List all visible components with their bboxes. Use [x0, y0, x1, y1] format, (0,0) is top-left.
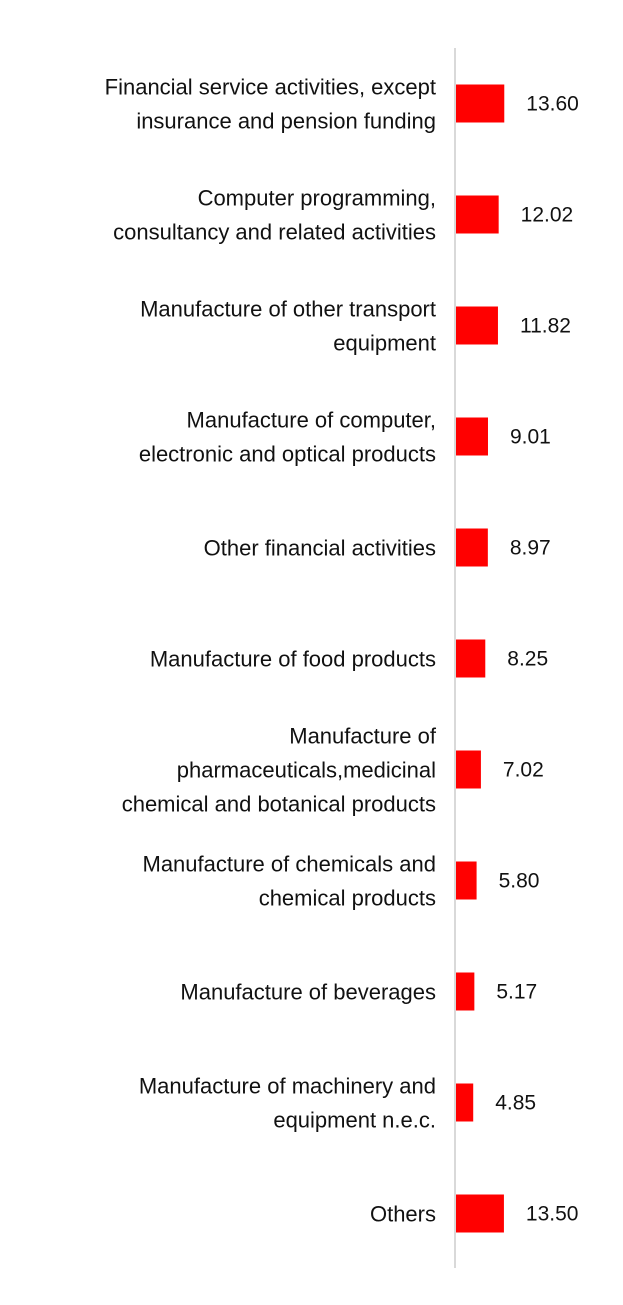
- category-label-0-line-1: insurance and pension funding: [136, 109, 436, 134]
- category-label-6: Manufacture of pharmaceuticals,medicinal c…: [122, 724, 437, 817]
- category-label-4-line-0: Other financial activities: [204, 536, 436, 561]
- bar-6: [456, 750, 481, 789]
- value-label-8: 5.17: [496, 981, 537, 1004]
- category-label-9: Manufacture of machinery and equipment n.…: [139, 1074, 436, 1133]
- bar-9: [456, 1083, 474, 1122]
- bar-5: [456, 639, 486, 678]
- bar-3: [456, 417, 488, 456]
- value-label-6: 7.02: [503, 759, 544, 782]
- category-label-9-line-0: Manufacture of machinery and: [139, 1074, 436, 1099]
- category-label-1: Computer programming, consultancy and rel…: [113, 186, 436, 245]
- value-label-7: 5.80: [499, 870, 540, 893]
- category-label-3-line-1: electronic and optical products: [139, 442, 436, 467]
- category-labels-layer: Financial service activities, except insu…: [105, 75, 437, 1227]
- category-label-2-line-0: Manufacture of other transport: [140, 297, 436, 322]
- bar-4: [456, 528, 488, 567]
- category-label-6-line-1: pharmaceuticals,medicinal: [177, 758, 436, 783]
- value-label-3: 9.01: [510, 426, 551, 449]
- category-label-3-line-0: Manufacture of computer,: [187, 408, 436, 433]
- category-label-2-line-1: equipment: [333, 331, 436, 356]
- category-label-10: Others: [370, 1202, 436, 1227]
- category-label-0: Financial service activities, except insu…: [105, 75, 436, 134]
- value-label-2: 11.82: [520, 315, 571, 338]
- bar-8: [456, 972, 475, 1011]
- value-label-0: 13.60: [526, 93, 579, 116]
- category-label-8-line-0: Manufacture of beverages: [180, 980, 436, 1005]
- bars-layer: [456, 84, 505, 1233]
- value-label-1: 12.02: [521, 204, 574, 227]
- category-label-1-line-1: consultancy and related activities: [113, 220, 436, 245]
- value-label-5: 8.25: [507, 648, 548, 671]
- bar-2: [456, 306, 498, 345]
- category-label-5: Manufacture of food products: [150, 647, 436, 672]
- category-label-6-line-2: chemical and botanical products: [122, 792, 436, 817]
- category-label-1-line-0: Computer programming,: [198, 186, 436, 211]
- value-label-4: 8.97: [510, 537, 551, 560]
- value-label-9: 4.85: [495, 1092, 536, 1115]
- bar-1: [456, 195, 499, 234]
- category-label-7-line-1: chemical products: [259, 886, 436, 911]
- category-label-3: Manufacture of computer, electronic and o…: [139, 408, 436, 467]
- category-label-5-line-0: Manufacture of food products: [150, 647, 436, 672]
- category-label-7-line-0: Manufacture of chemicals and: [143, 852, 437, 877]
- category-label-2: Manufacture of other transport equipment: [140, 297, 436, 356]
- category-label-7: Manufacture of chemicals and chemical pro…: [143, 852, 437, 911]
- value-label-10: 13.50: [526, 1203, 579, 1226]
- value-labels-layer: 13.60 12.02 11.82 9.01 8.97 8.25 7.02 5.80 5.17 4…: [495, 93, 579, 1226]
- bar-10: [456, 1194, 504, 1233]
- category-label-4: Other financial activities: [204, 536, 436, 561]
- category-label-10-line-0: Others: [370, 1202, 436, 1227]
- category-label-8: Manufacture of beverages: [180, 980, 436, 1005]
- bar-0: [456, 84, 505, 123]
- category-label-0-line-0: Financial service activities, except: [105, 75, 436, 100]
- category-label-9-line-1: equipment n.e.c.: [273, 1108, 436, 1133]
- category-label-6-line-0: Manufacture of: [289, 724, 437, 749]
- bar-7: [456, 861, 477, 900]
